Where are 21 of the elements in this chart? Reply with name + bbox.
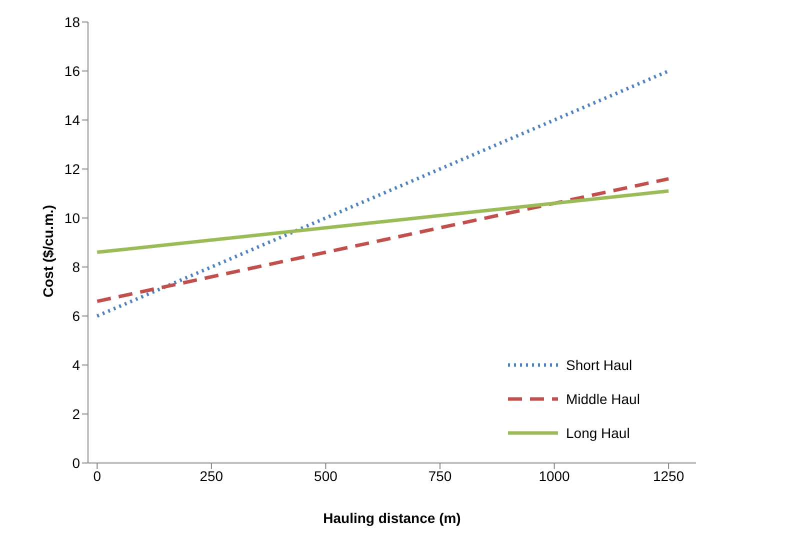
x-tick-label: 1250: [652, 468, 684, 484]
y-tick-label: 2: [72, 406, 80, 422]
x-tick-label: 0: [93, 468, 102, 484]
y-tick-label: 18: [64, 14, 80, 30]
y-tick-label: 14: [64, 112, 80, 128]
x-axis-title: Hauling distance (m): [323, 510, 461, 526]
y-tick-label: 10: [64, 210, 80, 226]
y-tick-label: 8: [72, 258, 80, 275]
x-tick-label: 750: [428, 468, 452, 484]
y-tick-label: 6: [72, 308, 80, 324]
y-axis-title: Cost ($/cu.m.): [40, 204, 56, 298]
x-tick-label: 500: [314, 468, 338, 484]
legend-label: Middle Haul: [566, 391, 640, 407]
legend-label: Long Haul: [566, 425, 630, 441]
x-tick-label: 250: [200, 468, 224, 484]
legend-label: Short Haul: [566, 357, 632, 373]
y-tick-label: 0: [72, 454, 80, 471]
x-tick-label: 1000: [538, 468, 570, 484]
y-tick-label: 16: [64, 62, 80, 79]
y-tick-label: 12: [64, 160, 80, 177]
y-tick-label: 4: [72, 356, 80, 373]
